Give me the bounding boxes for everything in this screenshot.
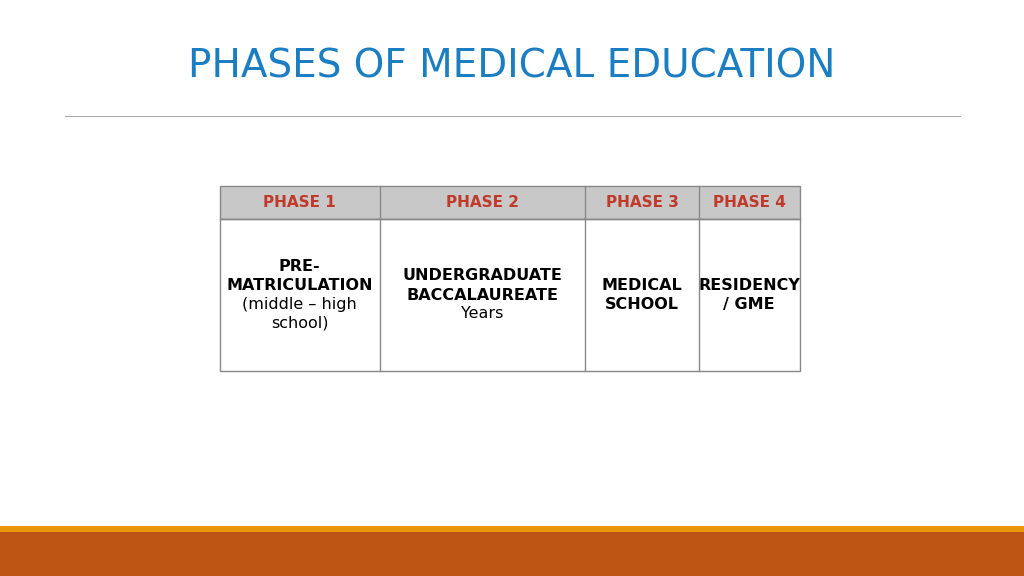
Text: PHASE 1: PHASE 1	[263, 195, 336, 210]
Bar	[220, 219, 800, 371]
Text: Years: Years	[461, 306, 504, 321]
Text: PHASE 4: PHASE 4	[713, 195, 785, 210]
Text: (middle – high: (middle – high	[243, 297, 357, 312]
Text: MEDICAL: MEDICAL	[601, 278, 682, 293]
Text: PHASE 3: PHASE 3	[605, 195, 678, 210]
Text: RESIDENCY: RESIDENCY	[698, 278, 800, 293]
Text: PHASE 2: PHASE 2	[445, 195, 519, 210]
Text: school): school)	[271, 316, 329, 331]
Text: PRE-: PRE-	[279, 259, 321, 274]
Bar	[220, 186, 800, 219]
Bar	[0, 532, 1024, 576]
Text: MATRICULATION: MATRICULATION	[226, 278, 373, 293]
Text: PHASES OF MEDICAL EDUCATION: PHASES OF MEDICAL EDUCATION	[188, 47, 836, 85]
Text: / GME: / GME	[723, 297, 775, 312]
Bar	[0, 526, 1024, 532]
Text: SCHOOL: SCHOOL	[605, 297, 679, 312]
Text: BACCALAUREATE: BACCALAUREATE	[407, 287, 558, 302]
Text: UNDERGRADUATE: UNDERGRADUATE	[402, 268, 562, 283]
